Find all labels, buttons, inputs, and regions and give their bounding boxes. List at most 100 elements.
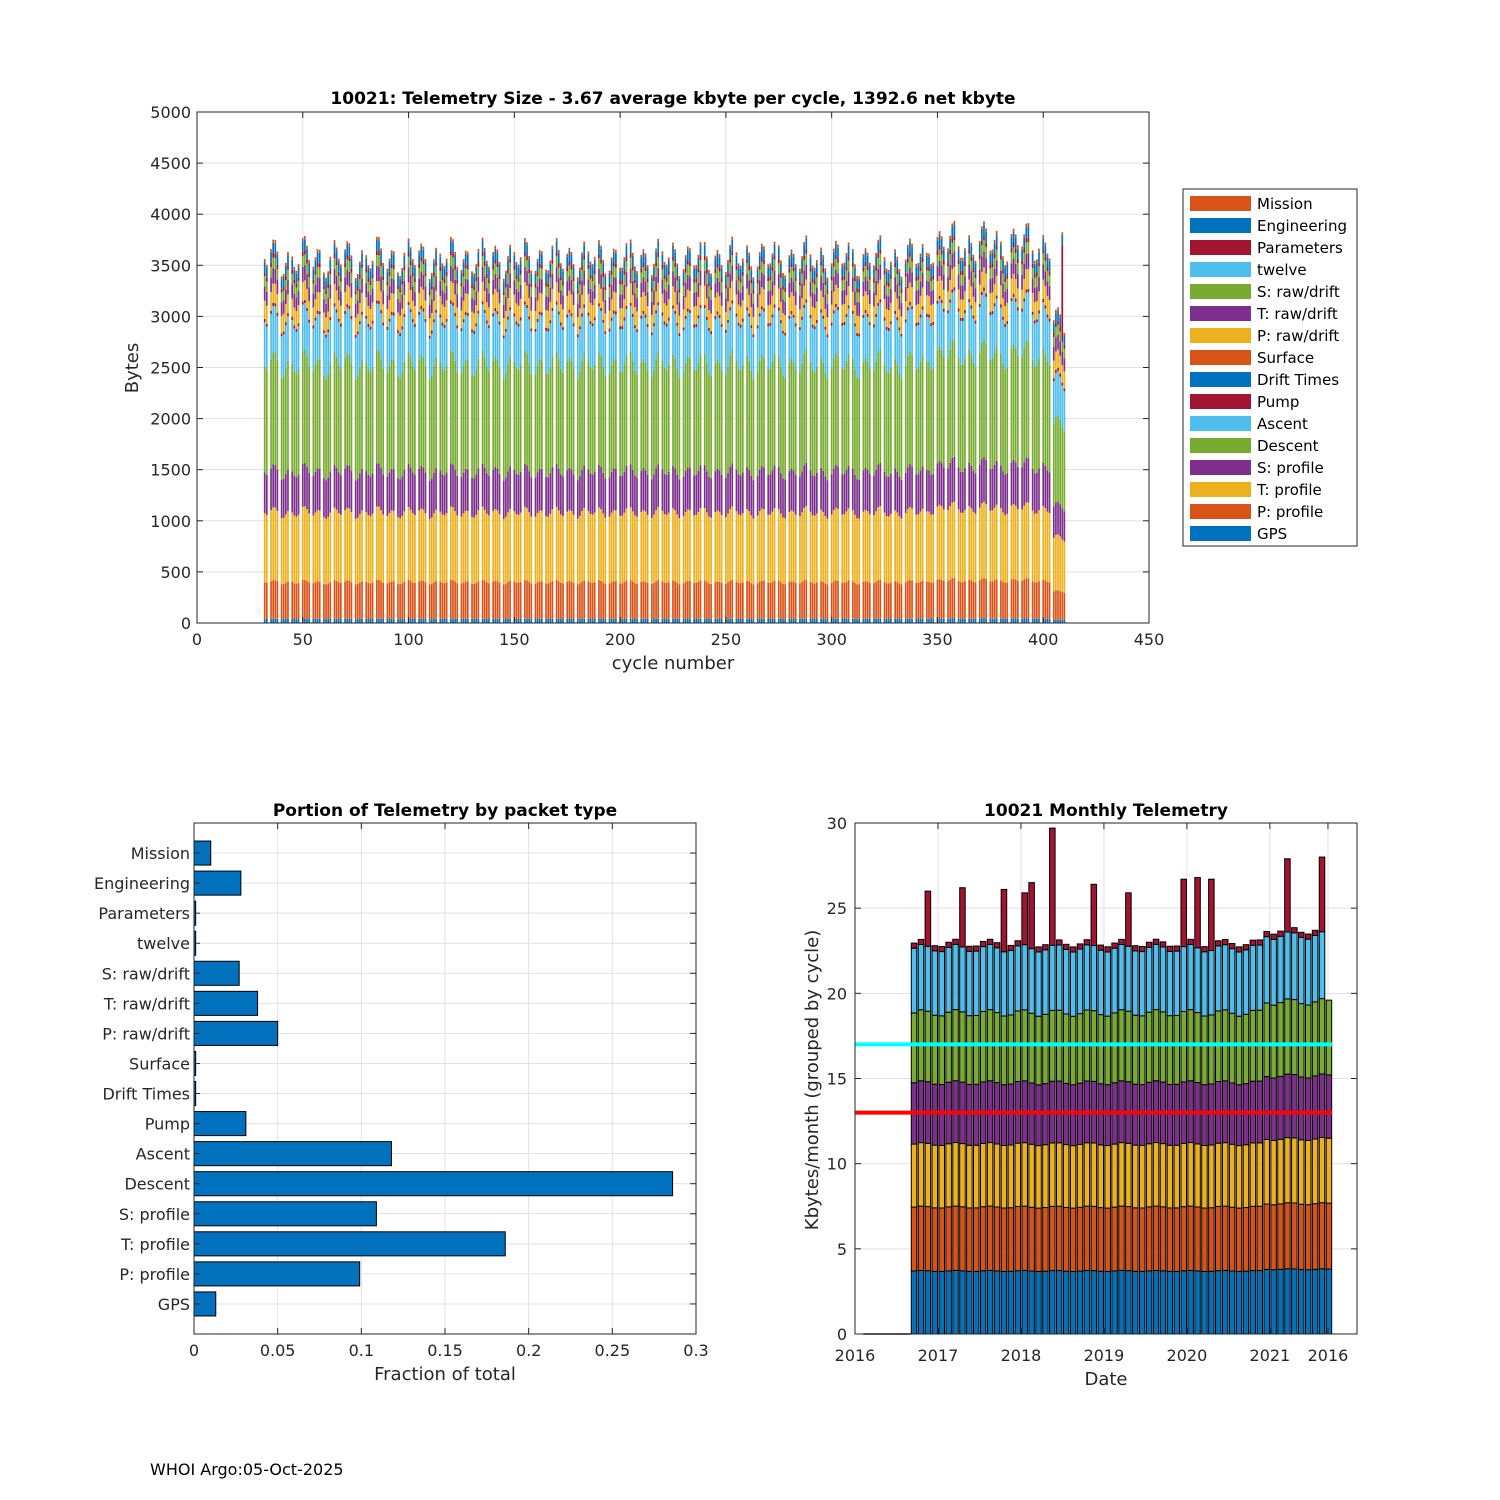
cycle-bar-segment — [356, 313, 359, 332]
cycle-bar-segment — [938, 461, 941, 505]
month-bar-segment — [1069, 951, 1077, 1017]
month-bar-segment — [1104, 951, 1111, 1017]
cycle-bar-segment — [678, 292, 681, 303]
cycle-bar-segment — [272, 618, 275, 623]
cycle-bar-segment — [272, 305, 275, 353]
cycle-bar-segment — [748, 252, 751, 256]
cycle-bar-segment — [524, 304, 526, 351]
cycle-bar-segment — [642, 292, 645, 311]
cycle-bar-segment — [725, 517, 727, 584]
cycle-bar-segment — [750, 293, 753, 308]
cycle-bar-segment — [1038, 251, 1040, 263]
cycle-bar-segment — [841, 266, 844, 277]
cycle-bar-segment — [847, 245, 850, 257]
cycle-bar-segment — [805, 249, 808, 254]
cycle-bar-segment — [348, 243, 351, 247]
month-bar-segment — [1298, 1139, 1305, 1205]
cycle-bar-segment — [809, 271, 812, 283]
month-bar-segment — [1152, 1205, 1160, 1271]
cycle-bar-segment — [274, 268, 277, 284]
cycle-bar-segment — [640, 581, 643, 619]
cycle-bar-segment — [1021, 249, 1023, 261]
cycle-bar-segment — [295, 311, 298, 329]
cycle-bar-segment — [978, 258, 981, 270]
cycle-bar-segment — [270, 618, 272, 623]
cycle-bar-segment — [816, 582, 818, 619]
cycle-bar-segment — [811, 324, 814, 328]
cycle-bar-segment — [887, 310, 890, 329]
cycle-bar-segment — [378, 251, 380, 256]
cycle-bar-segment — [650, 335, 653, 378]
cycle-bar-segment — [600, 259, 602, 264]
cycle-bar-segment — [771, 511, 774, 582]
cycle-bar-segment — [1046, 361, 1049, 471]
cycle-bar-segment — [682, 330, 685, 373]
cycle-bar-segment — [771, 361, 774, 471]
cycle-bar-segment — [403, 618, 406, 623]
cycle-bar-segment — [1057, 590, 1059, 620]
cycle-bar-segment — [287, 265, 289, 270]
cycle-bar-segment — [1025, 242, 1028, 254]
cycle-bar-segment — [951, 578, 954, 619]
cycle-bar-segment — [587, 581, 590, 619]
cycle-bar-segment — [428, 619, 431, 623]
cycle-bar-segment — [1048, 275, 1051, 286]
cycle-bar-segment — [1027, 618, 1030, 623]
cycle-bar-segment — [464, 264, 467, 269]
cycle-bar-segment — [386, 583, 389, 620]
cycle-bar-segment — [767, 264, 770, 268]
cycle-bar-segment — [348, 308, 351, 355]
cycle-bar-segment — [746, 258, 748, 264]
month-bar-segment — [1325, 1202, 1333, 1270]
cycle-bar-segment — [301, 237, 304, 242]
cycle-bar-segment — [631, 270, 634, 281]
cycle-bar-segment — [517, 514, 520, 583]
cycle-bar-segment — [1010, 263, 1013, 279]
cycle-bar-segment — [538, 618, 541, 623]
month-bar-segment — [1069, 1084, 1077, 1147]
cycle-bar-segment — [350, 258, 353, 269]
cycle-bar-segment — [672, 305, 674, 309]
cycle-bar-segment — [452, 253, 454, 258]
cycle-bar-segment — [887, 269, 890, 273]
cycle-bar-segment — [1059, 327, 1061, 332]
cycle-bar-segment — [502, 278, 505, 282]
cycle-bar-segment — [890, 582, 892, 619]
cycle-bar-segment — [297, 264, 300, 268]
cycle-bar-segment — [830, 280, 833, 291]
cycle-bar-segment — [636, 311, 638, 330]
cycle-bar-segment — [1023, 278, 1026, 299]
cycle-bar-segment — [961, 512, 964, 583]
cycle-bar-segment — [473, 517, 475, 584]
cycle-bar-segment — [995, 579, 998, 619]
cycle-bar-segment — [644, 317, 647, 362]
cycle-bar-segment — [756, 371, 759, 476]
cycle-bar-segment — [959, 270, 962, 275]
cycle-bar-segment — [460, 373, 463, 478]
cycle-bar-segment — [968, 462, 971, 507]
cycle-bar-segment — [538, 311, 541, 315]
cycle-bar-segment — [485, 260, 488, 264]
month-bar-segment — [1311, 1001, 1319, 1077]
cycle-bar-segment — [526, 270, 528, 286]
cycle-bar-segment — [293, 307, 296, 326]
cycle-bar-segment — [295, 374, 298, 478]
cycle-bar-segment — [634, 328, 636, 371]
cycle-bar-segment — [265, 281, 268, 292]
cycle-bar-segment — [900, 293, 903, 303]
month-bar-segment — [1104, 1145, 1111, 1209]
cycle-bar-segment — [756, 328, 759, 372]
cycle-bar-segment — [390, 359, 393, 469]
cycle-bar-segment — [811, 265, 814, 269]
cycle-bar-segment — [583, 307, 585, 354]
month-bar-segment — [1118, 1269, 1125, 1335]
cycle-bar-segment — [312, 325, 315, 329]
cycle-bar-segment — [327, 619, 330, 623]
cycle-bar-segment — [591, 323, 594, 327]
cycle-bar-segment — [293, 475, 296, 516]
cycle-bar-segment — [1014, 263, 1017, 279]
cycle-bar-segment — [763, 356, 765, 468]
cycle-bar-segment — [841, 322, 844, 326]
cycle-bar-segment — [435, 276, 437, 291]
cycle-bar-segment — [401, 280, 404, 285]
